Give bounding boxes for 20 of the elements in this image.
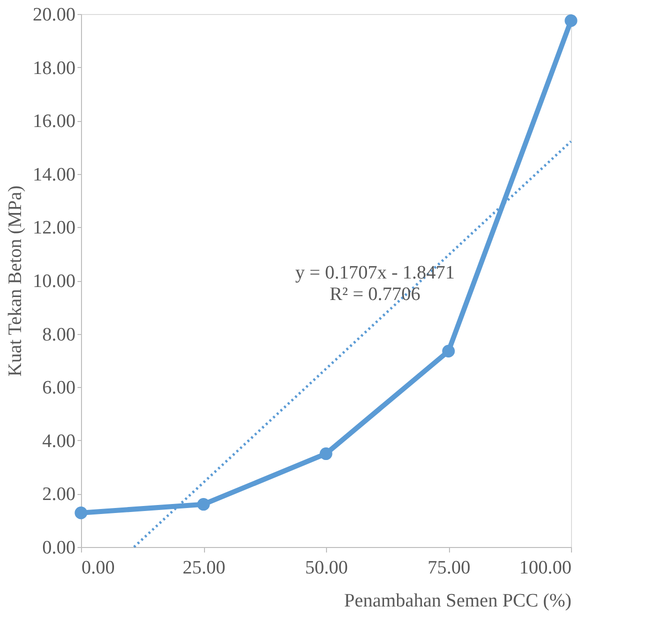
annotation: R² = 0.7706 — [330, 284, 420, 305]
x-tick-label: 25.00 — [182, 558, 226, 578]
y-tick-label: 8.00 — [42, 324, 76, 346]
annotation: y = 0.1707x - 1.8471 — [295, 262, 455, 284]
y-tick-label: 6.00 — [42, 378, 76, 399]
y-tick-label: 4.00 — [42, 430, 76, 452]
y-tick-label: 18.00 — [32, 58, 76, 79]
y-tick-label: 10.00 — [32, 271, 76, 292]
y-tick-label: 12.00 — [32, 218, 76, 239]
x-tick-label: 100.00 — [519, 558, 572, 578]
x-tick-label: 75.00 — [428, 558, 470, 578]
x-tick-label: 50.00 — [305, 558, 348, 578]
x-axis-title: Penambahan Semen PCC (%) — [344, 590, 572, 612]
y-tick-label: 14.00 — [32, 164, 76, 186]
y-tick-label: 20.00 — [32, 4, 76, 26]
y-tick-label: 2.00 — [42, 484, 76, 506]
y-axis-title: Kuat Tekan Beton (MPa) — [4, 186, 26, 376]
y-tick-label: 0.00 — [42, 538, 76, 558]
y-tick-label: 16.00 — [32, 111, 76, 132]
x-tick-label: 0.00 — [82, 558, 115, 578]
